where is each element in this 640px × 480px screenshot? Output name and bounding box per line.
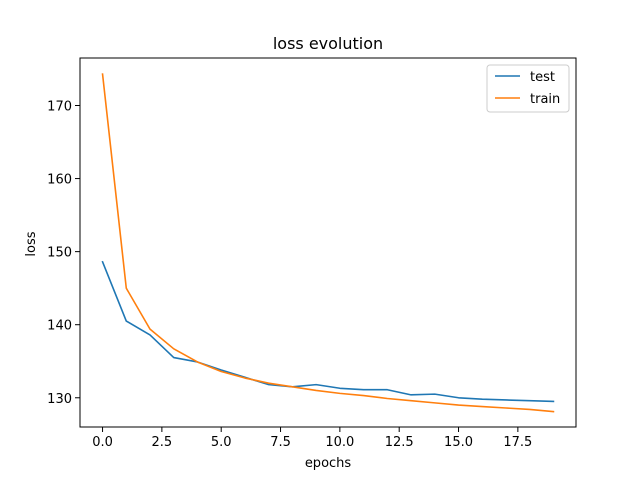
legend: test train	[486, 64, 570, 113]
x-tick-label: 12.5	[385, 435, 414, 450]
x-tick-label: 15.0	[444, 435, 473, 450]
y-tick-label: 150	[47, 246, 72, 261]
x-tick-label: 5.0	[211, 435, 232, 450]
y-tick-label: 140	[47, 319, 72, 334]
axes-background	[80, 58, 576, 427]
series-line-test	[101, 260, 555, 403]
y-axis: 130 140 150 160 170	[47, 99, 80, 407]
legend-label-test: test	[530, 70, 555, 85]
series-line-train	[101, 73, 555, 413]
y-tick-label: 170	[47, 99, 72, 114]
plot-area	[79, 57, 577, 428]
series-layer	[101, 73, 555, 413]
x-axis: 0.0 2.5 5.0 7.5 10.0 12.5 15.0 17.5	[92, 427, 532, 450]
y-tick-label: 160	[47, 173, 72, 188]
x-tick-label: 10.0	[325, 435, 354, 450]
axes-frame	[79, 57, 577, 428]
y-axis-label: loss	[24, 231, 39, 256]
x-tick-label: 2.5	[152, 435, 173, 450]
chart-title: loss evolution	[273, 34, 383, 53]
legend-label-train: train	[530, 92, 560, 107]
y-tick-label: 130	[47, 392, 72, 407]
x-tick-label: 17.5	[503, 435, 532, 450]
x-tick-label: 7.5	[270, 435, 291, 450]
x-tick-label: 0.0	[92, 435, 113, 450]
x-axis-label: epochs	[305, 456, 352, 471]
